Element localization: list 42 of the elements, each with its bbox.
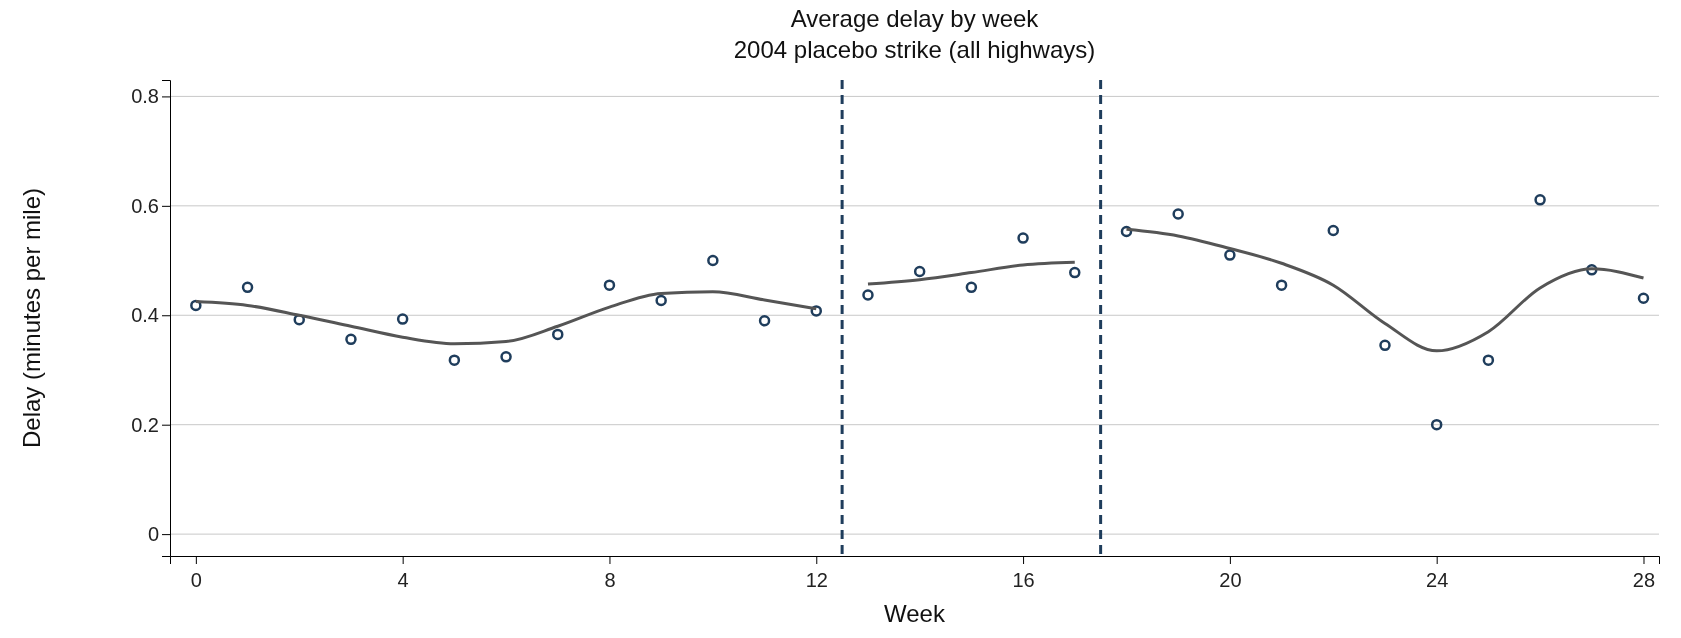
point <box>1637 292 1650 305</box>
point <box>396 313 409 325</box>
point <box>1224 249 1236 261</box>
y-axis-title: Delay (minutes per mile) <box>18 187 45 449</box>
point <box>1172 208 1184 220</box>
line-series <box>866 260 1077 286</box>
point <box>345 333 357 346</box>
point <box>1275 279 1288 291</box>
point <box>500 351 512 363</box>
x-tick-label: 0 <box>190 569 202 591</box>
point <box>758 314 771 327</box>
y-tick-label: 0.6 <box>131 194 159 217</box>
point <box>913 265 926 278</box>
point <box>1534 194 1546 206</box>
chart-subtitle: 2004 placebo strike (all highways) <box>733 36 1096 63</box>
point <box>241 281 254 294</box>
point <box>603 279 616 291</box>
x-axis-title: Week <box>884 600 946 627</box>
point <box>1327 224 1340 237</box>
chart-title: Average delay by week <box>790 5 1040 32</box>
point <box>1379 339 1391 352</box>
point <box>448 354 461 366</box>
x-tick-label: 16 <box>1012 569 1035 591</box>
y-tick-label: 0.4 <box>131 304 159 327</box>
x-tick-label: 4 <box>397 569 409 591</box>
point <box>655 294 667 307</box>
x-tick-label: 12 <box>805 569 828 591</box>
y-tick-label: 0.8 <box>131 85 159 108</box>
point <box>1017 232 1029 244</box>
point <box>1430 418 1443 431</box>
x-tick-label: 8 <box>604 569 616 591</box>
point <box>862 289 874 301</box>
x-tick-label: 20 <box>1219 569 1242 591</box>
point <box>965 281 978 294</box>
point <box>552 328 564 341</box>
y-tick-label: 0 <box>147 523 159 546</box>
point <box>1069 266 1081 279</box>
x-tick-label: 24 <box>1426 569 1449 591</box>
y-tick-label: 0.2 <box>131 413 159 436</box>
point <box>707 254 719 267</box>
point <box>1482 354 1495 366</box>
x-tick-label: 28 <box>1632 569 1656 591</box>
